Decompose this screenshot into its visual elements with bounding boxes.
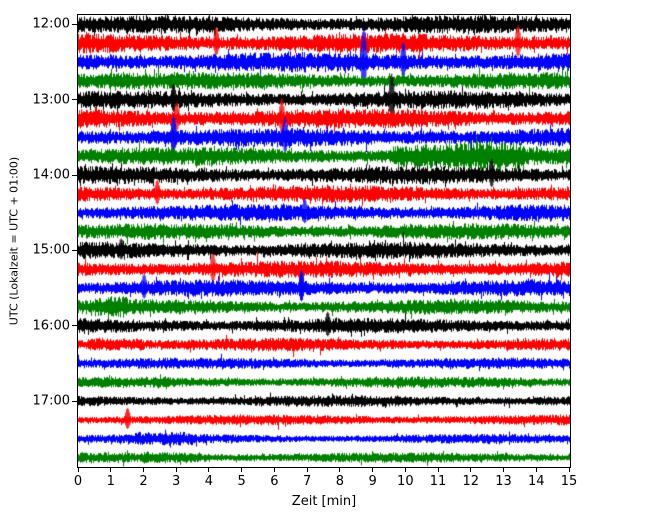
y-tick-label: 16:00 (32, 318, 70, 334)
x-tick-label: 9 (368, 474, 377, 489)
x-tick-mark (175, 467, 177, 472)
x-tick-mark (110, 467, 112, 472)
x-tick-label: 0 (73, 474, 83, 489)
y-tick-mark (72, 325, 77, 327)
x-tick-mark (142, 467, 144, 472)
x-tick-mark (372, 467, 374, 472)
x-tick-mark (470, 467, 472, 472)
y-tick-label: 13:00 (32, 92, 70, 108)
x-tick-mark (404, 467, 406, 472)
x-tick-label: 2 (139, 474, 148, 489)
y-tick-mark (72, 23, 77, 25)
x-tick-mark (208, 467, 210, 472)
x-tick-label: 6 (270, 474, 279, 489)
x-tick-label: 14 (527, 474, 545, 489)
x-tick-label: 8 (335, 474, 344, 489)
y-tick-mark (72, 174, 77, 176)
y-tick-label: 15:00 (32, 242, 70, 258)
x-tick-label: 4 (204, 474, 214, 489)
seismic-traces-canvas (78, 15, 570, 467)
y-tick-mark (72, 400, 77, 402)
x-tick-label: 13 (495, 474, 512, 489)
x-tick-mark (568, 467, 570, 472)
x-tick-mark (306, 467, 308, 472)
x-tick-mark (535, 467, 537, 472)
x-tick-mark (241, 467, 243, 472)
x-tick-label: 11 (429, 474, 447, 489)
y-tick-mark (72, 249, 77, 251)
x-tick-label: 15 (560, 474, 578, 489)
x-tick-label: 7 (302, 474, 312, 489)
x-tick-mark (77, 467, 79, 472)
y-tick-label: 12:00 (32, 16, 70, 32)
x-tick-label: 10 (397, 474, 414, 489)
x-tick-mark (273, 467, 275, 472)
x-tick-label: 1 (106, 474, 115, 489)
plot-area (77, 14, 571, 468)
x-tick-label: 12 (462, 474, 480, 489)
x-tick-mark (503, 467, 505, 472)
x-axis-label: Zeit [min] (291, 494, 357, 509)
x-tick-mark (339, 467, 341, 472)
y-tick-label: 14:00 (32, 167, 70, 183)
x-tick-label: 5 (237, 474, 246, 489)
y-tick-label: 17:00 (32, 393, 70, 409)
y-tick-mark (72, 99, 77, 101)
x-tick-label: 3 (172, 474, 181, 489)
x-tick-mark (437, 467, 439, 472)
